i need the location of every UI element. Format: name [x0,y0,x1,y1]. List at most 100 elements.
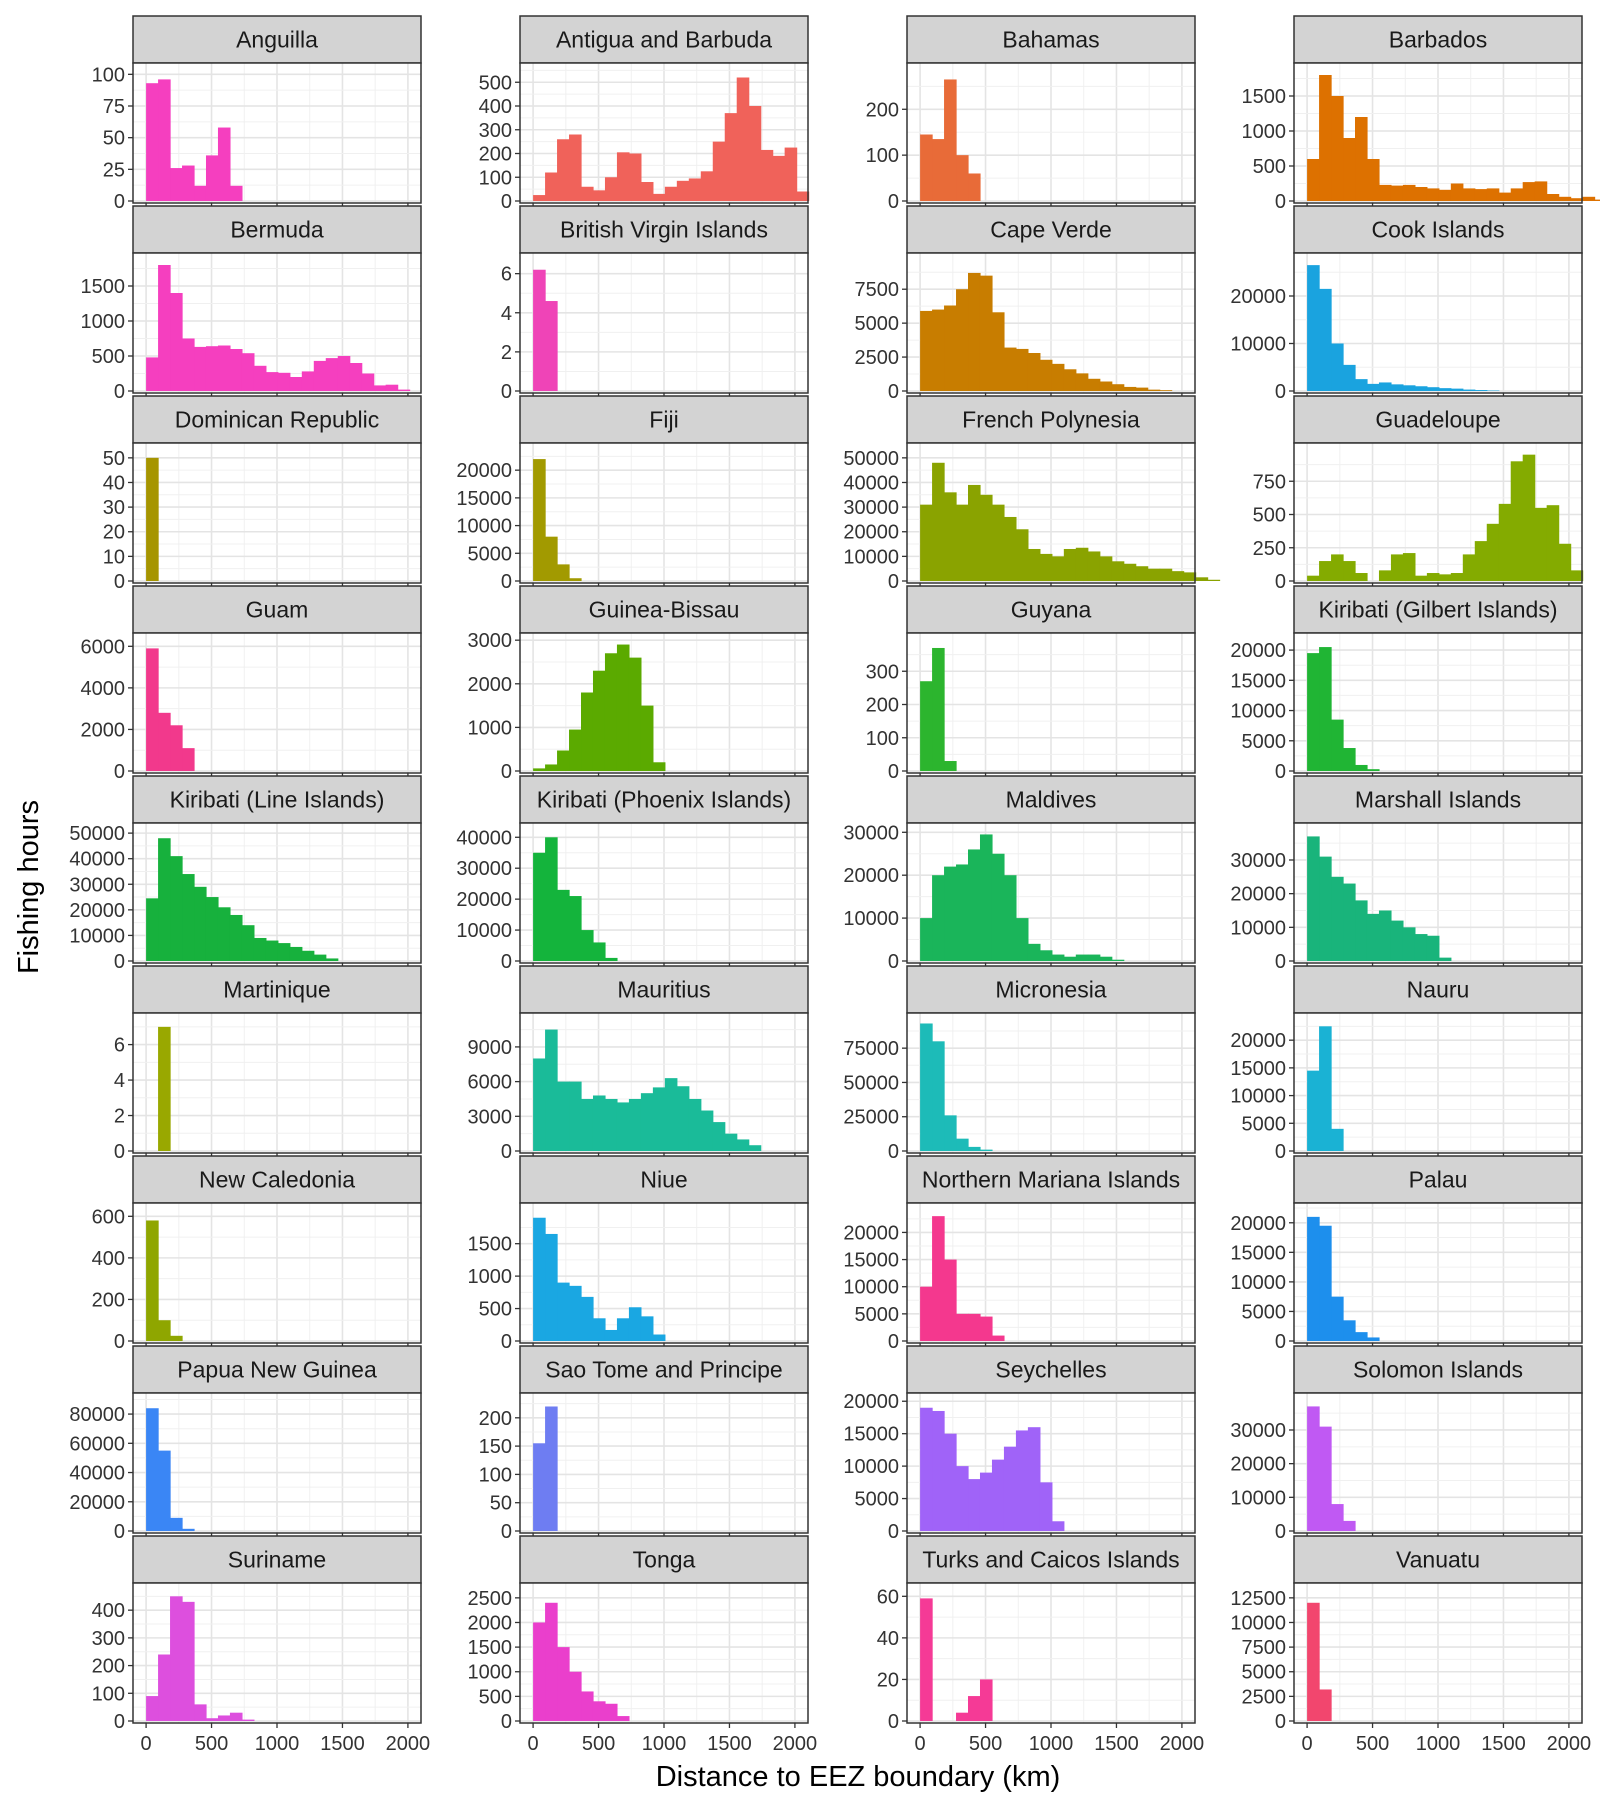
histogram-bar [1474,189,1488,201]
histogram-bar [1039,1482,1053,1531]
y-tick-label: 30000 [1230,850,1286,872]
histogram-bar [968,1313,981,1341]
histogram-bar [700,171,714,201]
facet-title: Tonga [633,1547,696,1573]
histogram-bar [545,1406,558,1531]
histogram-bar [277,943,291,961]
y-tick-label: 30000 [69,874,125,896]
histogram-bar [1462,389,1476,391]
y-tick-label: 500 [479,1686,512,1708]
y-tick-label: 400 [92,1248,125,1270]
histogram-bar [1319,647,1332,771]
y-tick-label: 0 [1275,1711,1286,1733]
facet-strip [519,205,809,254]
histogram-bar [557,139,570,201]
y-tick-label: 15000 [1230,670,1286,692]
facet-strip [1293,1535,1583,1584]
y-tick-label: 0 [501,951,512,973]
y-tick-label: 30 [103,497,125,519]
y-tick-label: 10000 [1230,1487,1286,1509]
y-tick-label: 300 [479,120,512,142]
y-tick-label: 600 [92,1206,125,1228]
y-tick-label: 100 [479,1464,512,1486]
histogram-bar [182,165,195,201]
histogram-bar [569,578,582,581]
y-tick-label: 2 [501,342,512,364]
histogram-bar [991,312,1005,391]
histogram-bar [944,761,957,771]
histogram-bar [1099,956,1113,961]
facet-strip [132,15,422,64]
facet-mauritius: Mauritius 0 3000 6000 9000 [468,965,809,1163]
histogram-bar [979,275,993,391]
histogram-bar [652,1087,666,1151]
y-tick-label: 500 [1253,505,1286,527]
histogram-bar [146,898,159,961]
facet-guyana: Guyana 0 100 200 300 [866,585,1196,783]
facet-strip [1293,205,1583,254]
facet-title: Marshall Islands [1355,787,1521,813]
histogram-bar [1307,265,1320,391]
histogram-bar [313,360,327,391]
histogram-bar [557,1282,570,1341]
facet-title: Martinique [223,977,330,1003]
histogram-bar [217,907,231,961]
histogram-bar [1462,188,1476,201]
histogram-bar [170,293,183,391]
histogram-bar [592,190,606,201]
histogram-bar [1510,188,1524,201]
y-tick-label: 30000 [843,497,899,519]
x-tick-label: 1500 [707,1733,752,1755]
histogram-bar [569,1285,582,1341]
histogram-bar [616,152,630,201]
histogram-bar [1378,184,1392,201]
histogram-bar [664,1078,678,1151]
histogram-bar [991,1335,1005,1341]
facet-papua-new-guinea: Papua New Guinea 0 20000 40000 60000 80000 [69,1345,422,1543]
histogram-bar [557,1081,570,1151]
histogram-bar [968,1479,981,1531]
y-tick-label: 2500 [1242,1686,1287,1708]
facet-strip [906,1155,1196,1204]
facet-title: Bahamas [1002,27,1099,53]
histogram-bar [533,1622,546,1721]
histogram-bar [1063,548,1077,581]
histogram-bar [991,1459,1005,1531]
y-tick-label: 5000 [855,1489,900,1511]
histogram-bar [1027,1427,1041,1531]
histogram-bar [241,925,255,961]
y-tick-label: 10000 [1230,334,1286,356]
y-tick-label: 50000 [843,1072,899,1094]
y-tick-label: 200 [866,695,899,717]
histogram-bar [146,457,159,581]
histogram-bar [1331,96,1344,201]
histogram-bar [920,1286,933,1341]
histogram-bar [932,647,945,771]
facet-cook-islands: Cook Islands 0 10000 20000 [1230,205,1583,403]
histogram-bar [604,1329,618,1341]
y-tick-label: 750 [1253,471,1286,493]
facet-title: Micronesia [995,977,1106,1003]
facet-strip [132,965,422,1014]
facet-title: Guinea-Bissau [589,597,740,623]
y-tick-label: 0 [888,1711,899,1733]
histogram-bar [533,269,546,391]
facet-marshall-islands: Marshall Islands 0 10000 20000 30000 [1230,775,1583,973]
histogram-bar [217,345,231,391]
x-tick-label: 2000 [1160,1733,1205,1755]
y-tick-label: 250 [1253,538,1286,560]
histogram-bar [1462,554,1476,581]
histogram-bar [1319,1426,1332,1531]
histogram-bar [146,1408,159,1531]
histogram-bar [968,849,981,961]
facet-strip [132,1345,422,1394]
y-tick-label: 0 [1275,1141,1286,1163]
histogram-bar [1331,343,1344,391]
histogram-bar [205,897,219,961]
histogram-bar [1087,954,1101,961]
y-tick-label: 2000 [468,1612,513,1634]
histogram-bar [545,764,558,771]
x-tick-label: 500 [195,1733,228,1755]
histogram-bar [1438,574,1452,581]
histogram-bar [688,178,702,201]
